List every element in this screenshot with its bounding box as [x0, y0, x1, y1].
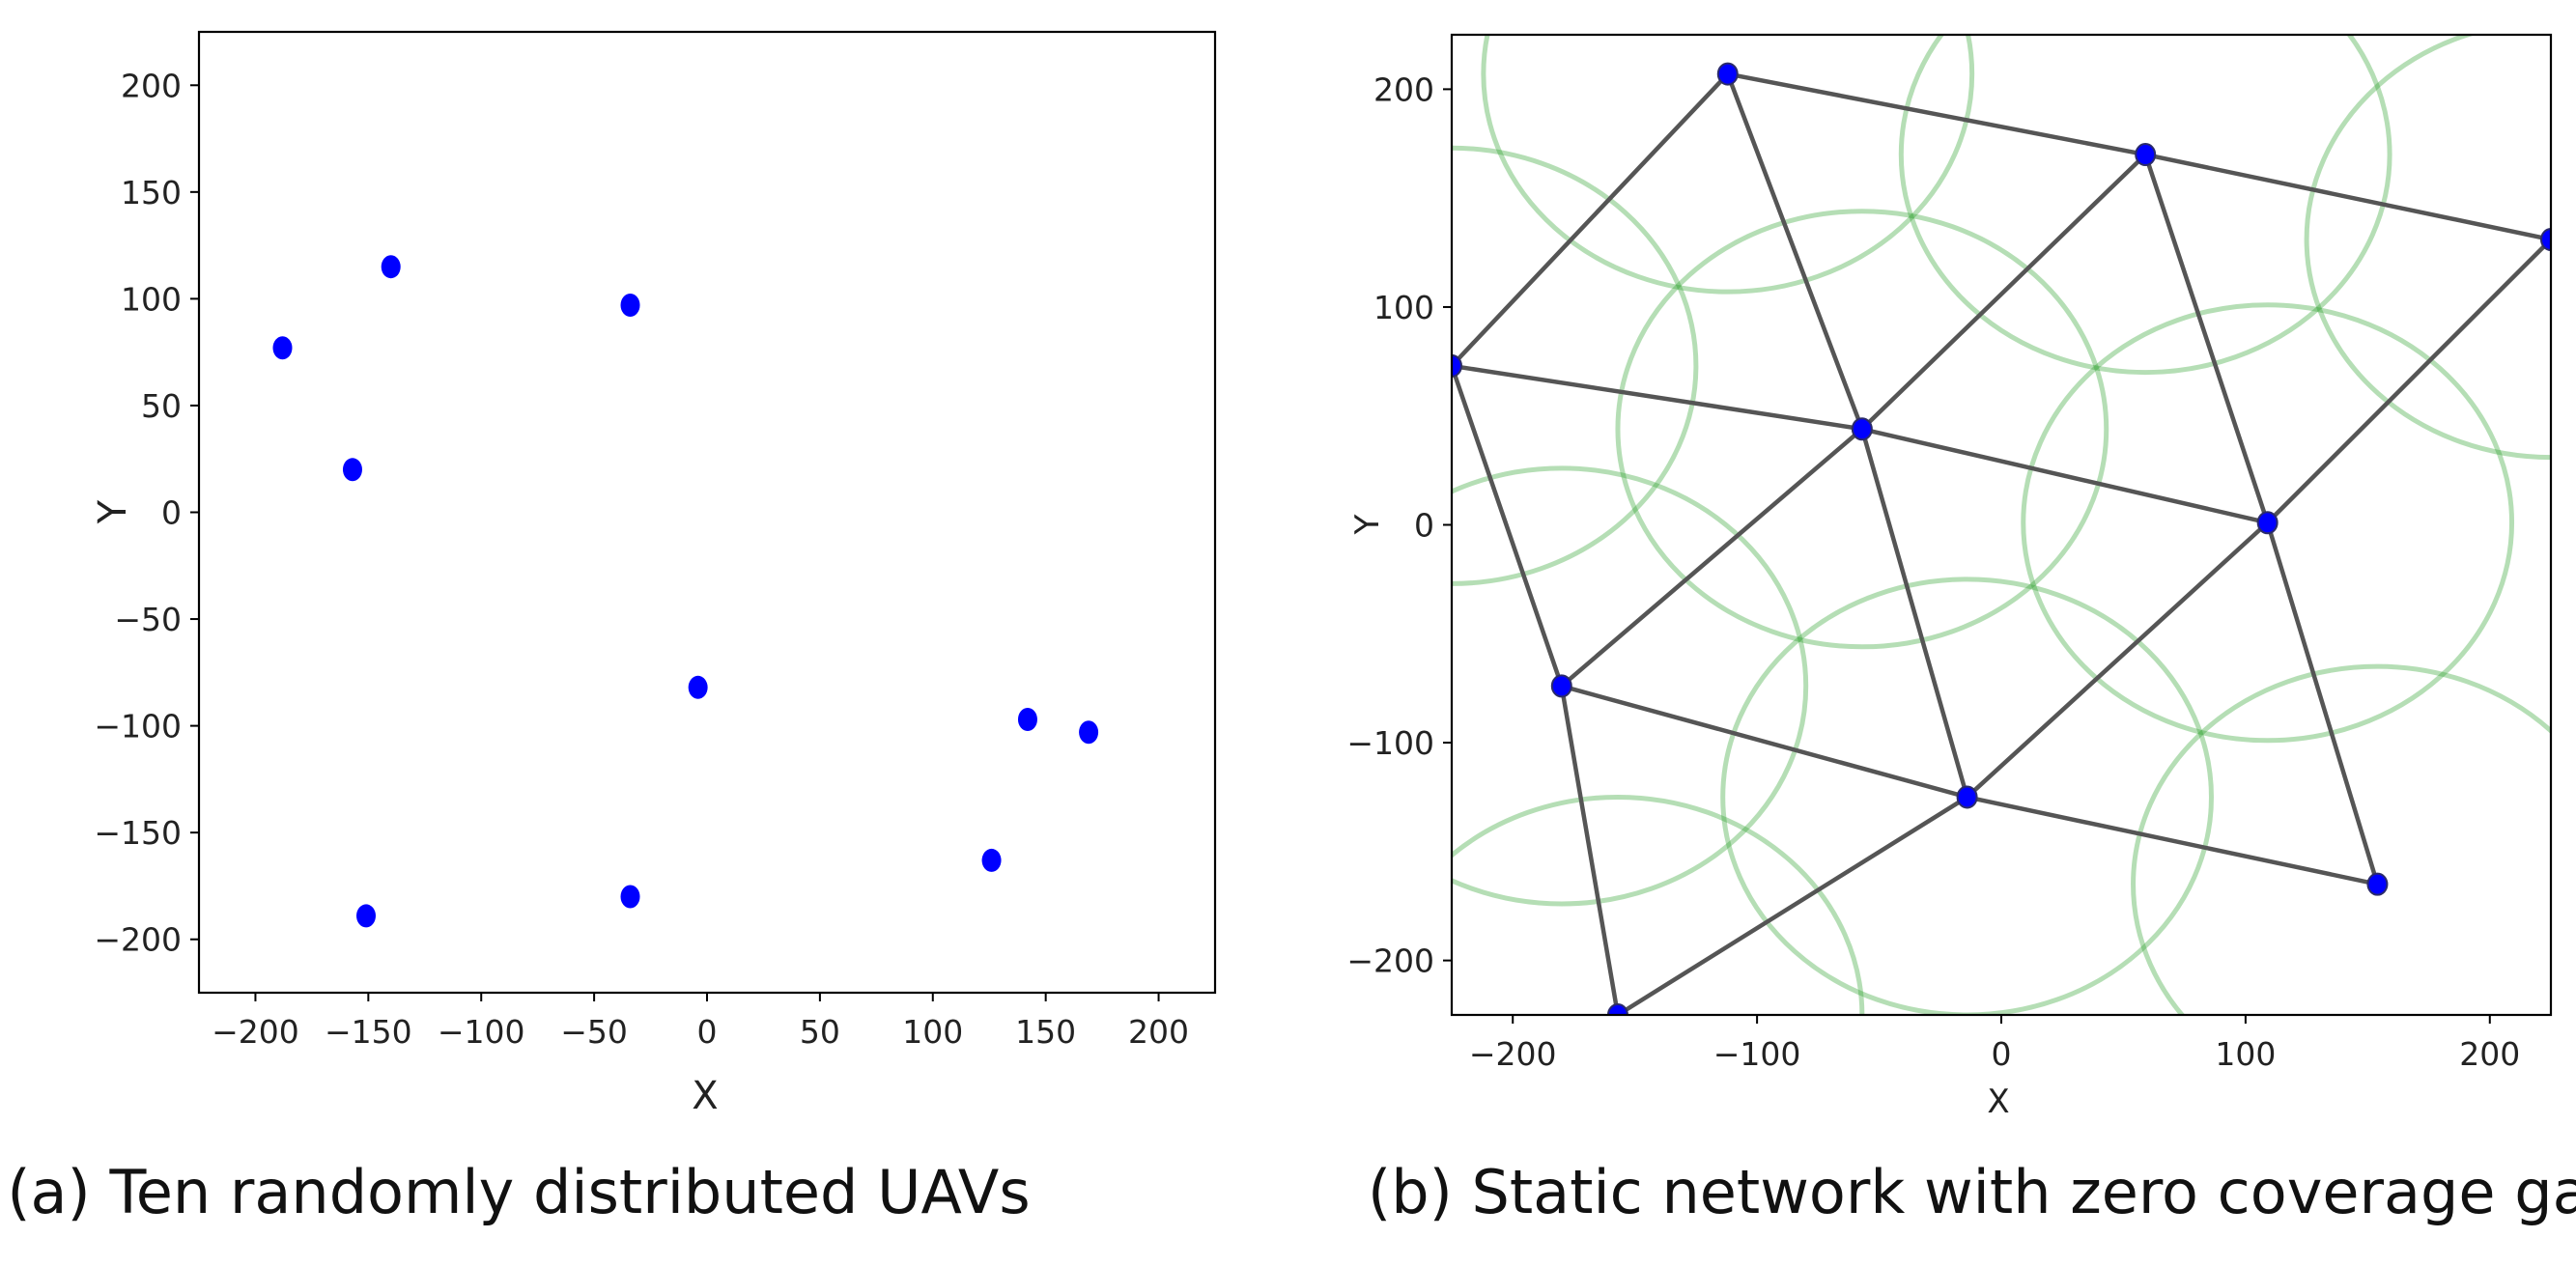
network-node: [1452, 353, 1462, 378]
scatter-point: [620, 885, 640, 909]
y-tick-label: 150: [121, 174, 182, 211]
scatter-point: [272, 336, 293, 360]
x-tick-label: −200: [212, 1013, 299, 1051]
network-node: [1851, 417, 1873, 441]
y-tick-label: −150: [94, 814, 182, 852]
network-node: [2256, 511, 2279, 535]
scatter-point: [688, 675, 708, 699]
coverage-circles-b: [1452, 35, 2551, 1015]
network-node: [2540, 228, 2551, 252]
axis-ticks-a: −200 −150 −100 −50 0 50 100 150 200 200 150 100 50 0 −…: [94, 67, 1189, 1051]
x-tick-label: −50: [560, 1013, 628, 1051]
x-tick-label: −200: [1469, 1035, 1557, 1073]
coverage-circle: [1452, 145, 1699, 586]
network-node: [1606, 1003, 1628, 1015]
x-tick-label: −100: [1713, 1035, 1801, 1073]
coverage-circle: [1452, 795, 1865, 1015]
scatter-point: [381, 255, 401, 279]
x-tick-label: 0: [697, 1013, 718, 1051]
network-edge: [1965, 795, 2380, 886]
network-edge: [1452, 363, 1865, 432]
network-edge: [1859, 152, 2148, 432]
y-tick-label: −100: [1346, 724, 1434, 762]
network-edge: [2265, 520, 2380, 886]
coverage-circle: [1481, 35, 1975, 295]
coverage-circle: [2131, 663, 2551, 1015]
x-tick-label: 100: [902, 1013, 963, 1051]
scatter-point: [342, 458, 362, 482]
network-node: [1716, 62, 1739, 86]
plot-frame-a: [197, 30, 1217, 995]
y-axis-label-b: Y: [1348, 514, 1387, 535]
y-tick-label: 100: [121, 280, 182, 318]
coverage-circle: [1452, 465, 1809, 907]
y-tick-label: 200: [1373, 70, 1434, 108]
scatter-point: [1079, 720, 1099, 745]
y-tick-label: 0: [161, 494, 182, 532]
network-edge: [1859, 427, 2270, 525]
x-tick-label: 100: [2215, 1035, 2276, 1073]
network-edge: [1859, 427, 1969, 800]
y-tick-label: −100: [94, 708, 182, 746]
axis-ticks-b: −200 −100 0 100 200 200 100 0 −100 −200: [1346, 70, 2520, 1073]
network-edge: [1725, 71, 1865, 432]
network-node: [2366, 872, 2389, 896]
network-edge: [2142, 152, 2270, 525]
network-edge: [1452, 363, 1565, 689]
network-edge: [1725, 71, 2148, 157]
network-edge: [1559, 684, 1621, 1015]
x-axis-label-b: X: [1987, 1083, 2009, 1121]
network-edge: [2265, 237, 2551, 525]
network-node: [1956, 785, 1978, 809]
panel-a: −200 −150 −100 −50 0 50 100 150 200 200 150 100 50 0 −…: [7, 30, 1217, 1227]
x-tick-label: 50: [800, 1013, 840, 1051]
scatter-point: [620, 294, 640, 318]
network-edge: [1559, 427, 1865, 689]
scatter-point: [355, 904, 376, 928]
y-tick-label: −200: [1346, 942, 1434, 980]
y-tick-label: −200: [94, 921, 182, 959]
panel-b: −200 −100 0 100 200 200 100 0 −100 −200 X Y (b) S…: [1346, 33, 2576, 1227]
y-tick-label: 100: [1373, 289, 1434, 326]
network-nodes-b: [1452, 62, 2551, 1015]
x-tick-label: −100: [438, 1013, 525, 1051]
network-edges-b: [1452, 71, 2551, 1015]
network-edge: [1452, 71, 1731, 369]
data-points-a: [272, 255, 1099, 928]
x-tick-label: 200: [2459, 1035, 2520, 1073]
coverage-circle: [1720, 577, 2214, 1015]
coverage-circle: [1898, 35, 2392, 376]
network-edge: [2142, 152, 2551, 242]
scatter-point: [1017, 707, 1037, 731]
scatter-point: [981, 848, 1002, 872]
y-tick-label: 0: [1414, 507, 1434, 545]
y-tick-label: 200: [121, 67, 182, 104]
x-tick-label: 200: [1128, 1013, 1189, 1051]
x-tick-label: 150: [1015, 1013, 1076, 1051]
network-node: [2135, 143, 2157, 167]
x-axis-label-a: X: [692, 1074, 718, 1118]
coverage-circle: [1615, 209, 2109, 650]
y-tick-label: 50: [141, 387, 182, 425]
x-tick-label: −150: [325, 1013, 412, 1051]
network-edge: [1615, 795, 1969, 1015]
network-edge: [1965, 520, 2270, 800]
x-tick-label: 0: [1992, 1035, 2012, 1073]
network-node: [1550, 674, 1572, 698]
coverage-circle: [2021, 302, 2515, 744]
caption-a: (a) Ten randomly distributed UAVs: [7, 1157, 1030, 1227]
caption-b: (b) Static network with zero coverage ga…: [1368, 1157, 2576, 1227]
network-edge: [1559, 684, 1969, 800]
y-tick-label: −50: [114, 601, 182, 638]
y-axis-label-a: Y: [91, 499, 135, 524]
